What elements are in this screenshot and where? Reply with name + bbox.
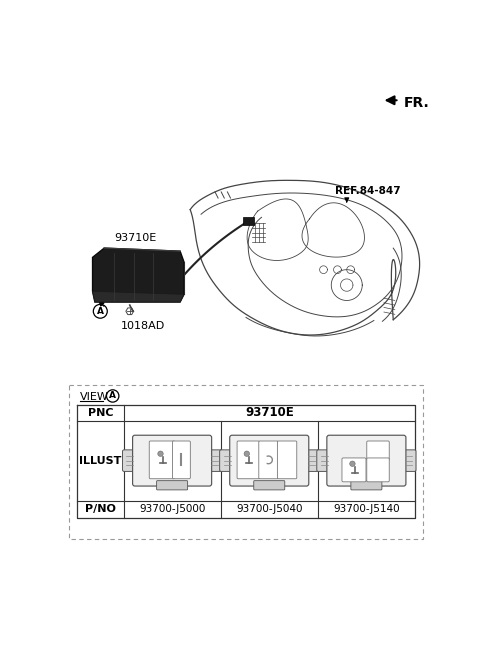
Text: 93710E: 93710E (245, 407, 294, 419)
FancyBboxPatch shape (220, 450, 237, 472)
Text: VIEW: VIEW (80, 392, 109, 402)
FancyBboxPatch shape (254, 481, 285, 490)
Text: A: A (97, 307, 104, 316)
Text: ILLUST: ILLUST (79, 456, 121, 466)
FancyBboxPatch shape (302, 450, 319, 472)
Circle shape (158, 451, 163, 457)
FancyBboxPatch shape (172, 441, 191, 479)
Polygon shape (93, 248, 184, 302)
Text: REF.84-847: REF.84-847 (335, 186, 401, 195)
Text: 93700-J5000: 93700-J5000 (139, 504, 205, 514)
FancyBboxPatch shape (230, 435, 309, 486)
FancyBboxPatch shape (122, 450, 140, 472)
Text: P/NO: P/NO (85, 504, 116, 514)
FancyBboxPatch shape (149, 441, 175, 479)
Text: 93710E: 93710E (114, 233, 156, 243)
Text: A: A (109, 392, 116, 400)
FancyBboxPatch shape (259, 441, 278, 479)
FancyBboxPatch shape (204, 450, 222, 472)
FancyBboxPatch shape (351, 481, 382, 490)
FancyBboxPatch shape (399, 450, 416, 472)
Text: PNC: PNC (87, 408, 113, 418)
FancyBboxPatch shape (327, 435, 406, 486)
Text: 93700-J5140: 93700-J5140 (333, 504, 400, 514)
FancyBboxPatch shape (132, 435, 212, 486)
Polygon shape (93, 291, 184, 302)
Circle shape (350, 461, 355, 466)
FancyBboxPatch shape (156, 481, 188, 490)
FancyBboxPatch shape (237, 441, 260, 479)
FancyBboxPatch shape (367, 441, 389, 461)
Text: 93700-J5040: 93700-J5040 (236, 504, 302, 514)
FancyBboxPatch shape (317, 450, 334, 472)
Circle shape (244, 451, 250, 457)
Text: FR.: FR. (403, 96, 429, 110)
FancyBboxPatch shape (367, 458, 389, 482)
Polygon shape (243, 217, 254, 225)
FancyBboxPatch shape (277, 441, 297, 479)
FancyBboxPatch shape (342, 458, 366, 482)
Text: 1018AD: 1018AD (120, 321, 165, 331)
